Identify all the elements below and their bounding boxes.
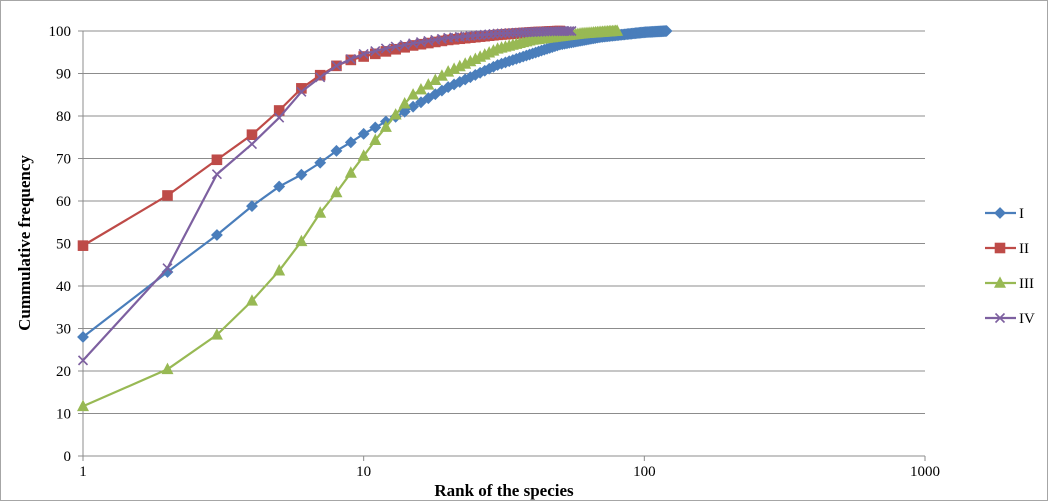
data-point-I-rank-5 (273, 180, 286, 193)
data-point-III-rank-12 (379, 120, 392, 132)
data-point-IV-rank-11 (370, 45, 381, 57)
data-point-IV-rank-5 (274, 112, 285, 123)
legend-marker-I (994, 207, 1006, 219)
x-tick-label-1000: 1000 (910, 464, 940, 480)
data-point-IV-rank-9 (345, 53, 356, 65)
data-point-IV-rank-27 (479, 29, 490, 40)
data-point-I-rank-2 (161, 266, 174, 278)
y-tick-label-30: 30 (56, 322, 71, 338)
data-point-III-rank-7 (314, 206, 327, 218)
data-point-IV-rank-29 (488, 28, 499, 39)
y-tick-label-70: 70 (56, 152, 71, 168)
data-point-II-rank-11 (369, 48, 381, 60)
data-point-III-rank-80 (611, 24, 624, 36)
data-point-II-rank-3 (211, 154, 223, 166)
data-point-IV-rank-6 (296, 86, 307, 97)
data-point-III-rank-6 (295, 234, 308, 247)
data-point-IV-rank-12 (380, 43, 391, 54)
data-point-III-rank-2 (161, 362, 174, 375)
data-point-III-rank-9 (344, 166, 357, 178)
y-axis-title: Cummulative frequency (15, 155, 34, 331)
x-tick-label-100: 100 (633, 464, 656, 480)
y-tick-label-0: 0 (64, 449, 72, 465)
y-tick-label-20: 20 (56, 364, 71, 380)
x-axis-title: Rank of the species (434, 481, 574, 500)
series-IV (77, 25, 577, 366)
data-point-I-rank-15 (407, 100, 420, 113)
data-point-IV-rank-14 (399, 39, 410, 50)
data-point-III-rank-8 (330, 185, 343, 198)
data-point-III-rank-14 (398, 97, 411, 109)
y-tick-label-10: 10 (56, 407, 71, 423)
legend-item-II: II (985, 241, 1029, 257)
legend-marker-II (994, 242, 1006, 254)
data-point-IV-rank-3 (211, 169, 222, 180)
data-point-I-rank-7 (314, 156, 327, 169)
data-point-I-rank-120 (660, 25, 673, 37)
data-point-IV-rank-4 (246, 138, 258, 150)
data-point-I-rank-4 (246, 200, 258, 213)
data-point-III-rank-4 (245, 294, 258, 306)
data-point-IV-rank-7 (315, 72, 326, 83)
data-point-I-rank-14 (398, 105, 411, 118)
data-point-II-rank-1 (77, 240, 89, 251)
data-point-III-rank-1 (77, 399, 89, 412)
y-tick-label-40: 40 (56, 279, 71, 295)
data-point-III-rank-5 (273, 264, 286, 276)
data-point-III-rank-10 (357, 149, 370, 161)
series-line-III (82, 29, 618, 408)
data-point-I-rank-8 (330, 144, 343, 157)
data-point-IV-rank-28 (484, 29, 495, 40)
data-point-I-rank-1 (77, 331, 89, 343)
data-point-IV-rank-2 (162, 263, 173, 274)
data-point-IV-rank-15 (408, 38, 419, 49)
data-point-I-rank-11 (369, 121, 382, 134)
legend-item-I: I (985, 206, 1024, 222)
x-tick-label-1: 1 (79, 464, 87, 480)
series-layer (77, 24, 673, 412)
legend-label-I: I (1019, 206, 1024, 222)
data-point-II-rank-2 (162, 190, 173, 201)
series-line-IV (82, 29, 572, 362)
gridlines (83, 30, 925, 414)
data-point-IV-rank-53 (561, 26, 573, 37)
data-point-I-rank-6 (295, 168, 308, 181)
data-point-IV-rank-8 (331, 60, 342, 71)
legend-label-IV: IV (1019, 311, 1035, 327)
y-tick-label-60: 60 (56, 194, 71, 210)
legend-label-II: II (1019, 241, 1029, 257)
y-tick-label-80: 80 (56, 109, 71, 125)
data-point-IV-rank-31 (496, 28, 507, 39)
data-point-III-rank-13 (389, 108, 402, 120)
legend-item-III: III (985, 276, 1034, 292)
data-point-I-rank-10 (357, 127, 370, 140)
legend-marker-IV (994, 312, 1006, 324)
data-point-II-rank-4 (246, 129, 258, 140)
data-point-IV-rank-10 (358, 48, 369, 60)
data-point-I-rank-3 (210, 229, 223, 241)
data-point-IV-rank-54 (564, 25, 575, 37)
data-point-III-rank-3 (210, 328, 223, 340)
y-tick-label-50: 50 (56, 237, 71, 253)
y-tick-label-90: 90 (56, 67, 71, 83)
x-tick-label-10: 10 (356, 464, 371, 480)
data-point-IV-rank-30 (492, 28, 503, 39)
legend-label-III: III (1019, 276, 1034, 292)
series-line-I (82, 29, 667, 338)
data-point-I-rank-9 (344, 136, 357, 149)
series-III (77, 24, 624, 412)
data-point-IV-rank-55 (566, 25, 577, 37)
data-point-II-rank-7 (314, 69, 326, 81)
data-point-IV-rank-1 (77, 355, 89, 366)
legend-item-IV: IV (985, 311, 1035, 327)
data-point-IV-rank-13 (390, 41, 401, 52)
data-point-III-rank-11 (369, 133, 382, 146)
y-tick-label-100: 100 (49, 24, 72, 40)
legend-marker-III (994, 276, 1006, 288)
